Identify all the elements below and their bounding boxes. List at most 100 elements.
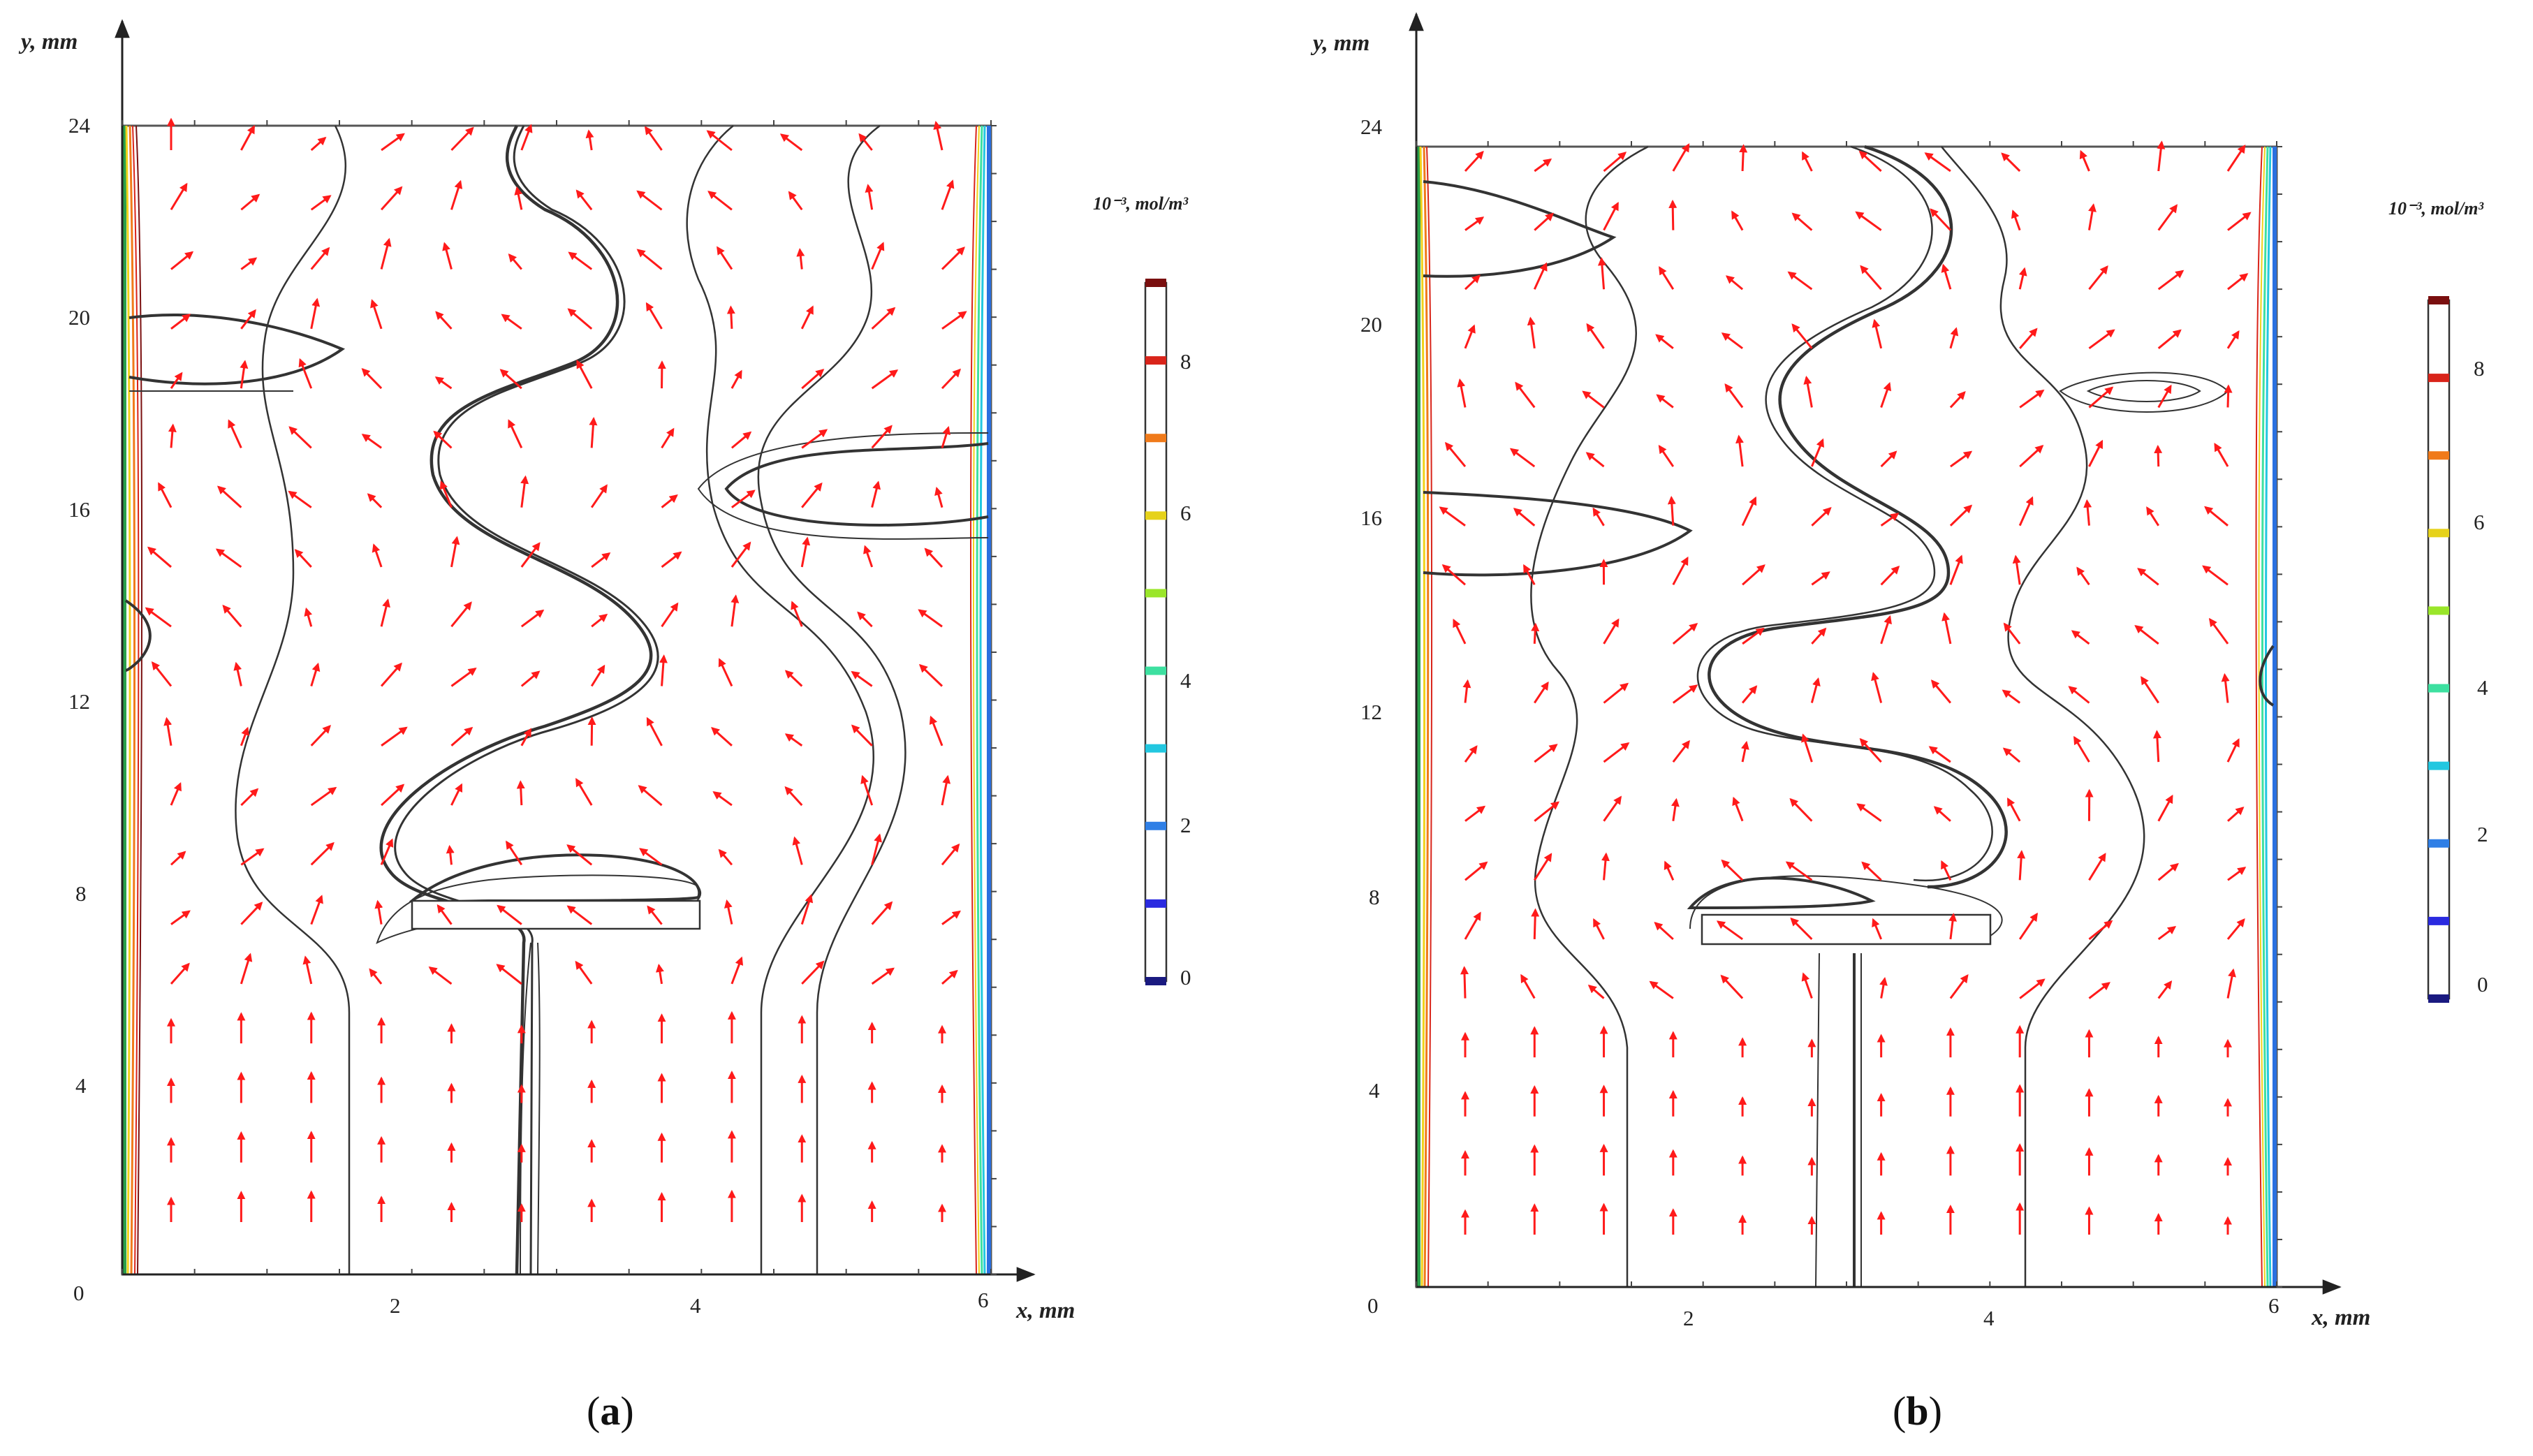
velocity-arrow bbox=[636, 190, 663, 211]
caption-b: (b) bbox=[1893, 1388, 1942, 1434]
velocity-arrow bbox=[1716, 920, 1743, 941]
velocity-arrow bbox=[1924, 152, 1951, 172]
velocity-arrow bbox=[298, 358, 313, 389]
x-tick-2: 2 bbox=[1683, 1306, 1694, 1330]
velocity-arrow bbox=[1720, 974, 1744, 999]
velocity-arrow bbox=[566, 905, 593, 925]
velocity-arrow bbox=[380, 662, 402, 687]
velocity-arrow bbox=[1586, 323, 1605, 349]
velocity-arrow bbox=[310, 297, 321, 330]
colorbar-level-stripe bbox=[1145, 821, 1166, 830]
colorbar-tick-8: 8 bbox=[2474, 356, 2485, 381]
velocity-arrow bbox=[2208, 617, 2229, 645]
velocity-arrow bbox=[435, 311, 453, 330]
velocity-arrow bbox=[1658, 444, 1675, 467]
velocity-arrow bbox=[2227, 212, 2252, 231]
velocity-arrow bbox=[724, 899, 733, 925]
velocity-arrow bbox=[240, 360, 249, 389]
colorbar-level-stripe bbox=[1145, 744, 1166, 753]
velocity-arrow bbox=[2157, 204, 2178, 231]
velocity-arrow bbox=[1930, 208, 1951, 231]
velocity-arrow bbox=[516, 780, 525, 806]
velocity-arrow bbox=[450, 783, 463, 806]
colorbar-unit: 10⁻³, mol/m³ bbox=[1093, 193, 1189, 214]
velocity-arrow bbox=[1949, 504, 1973, 527]
velocity-arrow bbox=[718, 848, 733, 866]
velocity-arrow bbox=[1603, 152, 1627, 172]
velocity-arrow bbox=[170, 251, 194, 270]
velocity-arrow bbox=[1672, 623, 1698, 645]
colorbar-level-stripe bbox=[2428, 374, 2449, 383]
velocity-arrow bbox=[145, 607, 172, 628]
velocity-arrow bbox=[1534, 853, 1552, 881]
velocity-arrow bbox=[857, 611, 873, 628]
colorbar-level-stripe bbox=[1145, 356, 1166, 365]
x-tick-4: 4 bbox=[690, 1293, 701, 1318]
velocity-arrow bbox=[288, 490, 312, 508]
velocity-arrow bbox=[1592, 918, 1605, 940]
velocity-arrow bbox=[1810, 677, 1821, 703]
velocity-arrow bbox=[1879, 976, 1888, 999]
velocity-arrow bbox=[240, 257, 258, 270]
velocity-arrow bbox=[2157, 980, 2173, 999]
velocity-arrow bbox=[2157, 384, 2172, 409]
velocity-arrow bbox=[1533, 262, 1548, 290]
velocity-arrow bbox=[302, 955, 313, 985]
velocity-arrow bbox=[380, 186, 403, 211]
velocity-arrow bbox=[2019, 389, 2045, 409]
velocity-arrow bbox=[801, 429, 828, 449]
velocity-arrow bbox=[2157, 794, 2173, 822]
velocity-arrow bbox=[506, 840, 523, 866]
velocity-arrow bbox=[661, 494, 678, 508]
velocity-arrow bbox=[1740, 740, 1749, 763]
velocity-arrow bbox=[1457, 378, 1467, 408]
velocity-arrow bbox=[800, 305, 814, 330]
velocity-arrow bbox=[1933, 806, 1951, 822]
velocity-arrow bbox=[2088, 853, 2106, 881]
velocity-arrow bbox=[1810, 438, 1824, 467]
colorbar-levels bbox=[1145, 279, 1166, 985]
velocity-arrow bbox=[2019, 445, 2044, 468]
velocity-arrow bbox=[1803, 376, 1813, 408]
velocity-arrow bbox=[941, 311, 967, 330]
colorbar-levels bbox=[2428, 296, 2449, 1003]
velocity-arrow bbox=[1880, 513, 1900, 527]
velocity-arrow bbox=[924, 547, 944, 568]
y-tick-16: 16 bbox=[1360, 506, 1382, 530]
colorbar-tick-2: 2 bbox=[1180, 813, 1191, 837]
colorbar-level-stripe bbox=[2428, 839, 2449, 848]
velocity-arrow bbox=[2224, 384, 2233, 408]
velocity-arrow bbox=[1861, 861, 1882, 881]
velocity-arrow bbox=[1811, 571, 1830, 586]
velocity-arrow bbox=[372, 543, 383, 568]
colorbar-tick-8: 8 bbox=[1180, 349, 1191, 374]
velocity-arrow bbox=[717, 246, 733, 270]
velocity-arrow bbox=[442, 242, 453, 270]
obstacle-plate bbox=[411, 899, 701, 930]
velocity-arrow bbox=[731, 490, 756, 508]
velocity-arrow bbox=[170, 851, 186, 866]
velocity-arrow bbox=[2226, 918, 2245, 940]
axes bbox=[115, 19, 1036, 1282]
y-tick-8: 8 bbox=[1369, 885, 1380, 909]
velocity-arrow bbox=[361, 434, 382, 449]
velocity-arrow bbox=[2088, 265, 2108, 291]
velocity-arrow bbox=[2073, 735, 2090, 763]
velocity-arrow bbox=[644, 126, 663, 151]
x-tick-0: 0 bbox=[1367, 1293, 1379, 1318]
velocity-arrow bbox=[1464, 150, 1484, 172]
velocity-arrow bbox=[1656, 394, 1674, 409]
velocity-arrow bbox=[2088, 920, 2113, 941]
colorbar-level-stripe bbox=[2428, 451, 2449, 460]
velocity-arrow bbox=[1860, 265, 1882, 291]
velocity-arrow bbox=[2018, 912, 2039, 940]
y-tick-12: 12 bbox=[1360, 700, 1382, 724]
velocity-arrow bbox=[1785, 861, 1813, 881]
x-tick-0: 0 bbox=[73, 1281, 85, 1305]
velocity-arrow bbox=[1880, 450, 1897, 468]
velocity-arrow bbox=[2157, 270, 2185, 291]
velocity-arrow bbox=[2137, 568, 2159, 586]
velocity-arrow bbox=[1672, 684, 1698, 704]
velocity-arrow bbox=[501, 314, 522, 330]
